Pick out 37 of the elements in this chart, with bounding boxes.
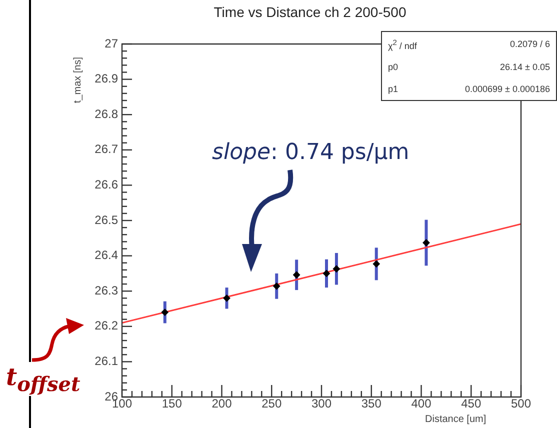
y-tick-label: 27 (104, 36, 118, 50)
y-tick-label: 26.9 (94, 72, 118, 86)
annotation: p1 (388, 84, 400, 94)
point (322, 270, 330, 277)
x-axis-title: Distance [um] (425, 414, 486, 426)
annotation: 0.2079 / 6 (508, 39, 550, 50)
y-tick-label: 26.6 (94, 178, 118, 192)
text: t$_{offset}$ (6, 362, 80, 396)
annotation: χ$^{2}$ / ndf (388, 38, 417, 51)
y-tick-label: 26.1 (94, 354, 118, 368)
y-tick-label: 26.8 (94, 106, 118, 121)
x-tick-label: 400 (411, 396, 432, 411)
y-tick-label: 26.7 (94, 142, 118, 156)
x-tick-label: 150 (162, 396, 182, 411)
annotation: 26.14 ± 0.05 (499, 62, 550, 72)
point (293, 271, 300, 278)
x-tick-label: 200 (212, 396, 232, 411)
point (372, 260, 380, 268)
point (223, 294, 230, 302)
y-axis-title: t_max [ns] (72, 56, 84, 104)
annotation: 0.000699 ± 0.000186 (464, 84, 550, 94)
chart-title: Time vs Distance ch 2 200-500 (212, 4, 408, 20)
annotation: p0 (388, 62, 400, 72)
x-tick-label: 300 (311, 396, 332, 411)
y-tick-label: 26.5 (94, 212, 118, 227)
x-tick-label: 500 (510, 396, 532, 411)
point (422, 239, 430, 246)
y-tick-label: 26.4 (94, 248, 118, 262)
point (161, 308, 168, 316)
point (332, 265, 340, 272)
x-tick-label: 350 (361, 396, 382, 411)
x-tick-label: 450 (461, 396, 482, 411)
y-tick-label: 26.3 (94, 283, 118, 298)
x-tick-label: 250 (262, 396, 282, 411)
annotation: slope: 0.74 ps/μm (212, 140, 410, 165)
y-tick-label: 26.2 (94, 318, 118, 333)
point (273, 282, 280, 290)
